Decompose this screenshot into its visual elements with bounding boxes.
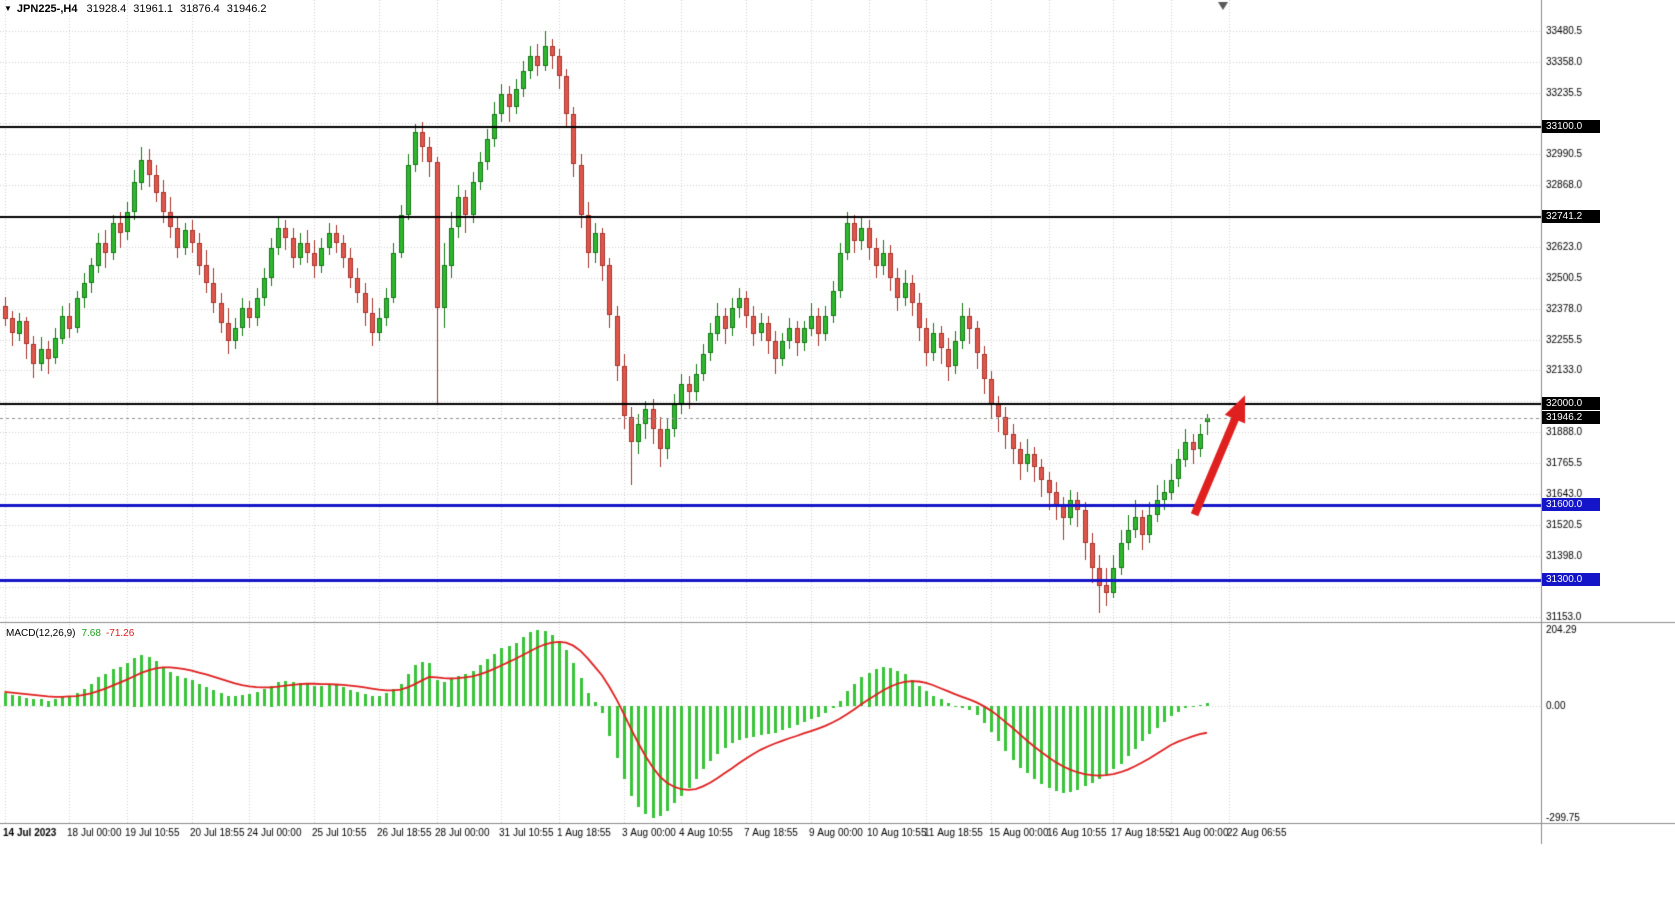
macd-pane[interactable]: [0, 624, 1541, 823]
quote-high: 31961.1: [133, 3, 173, 15]
macd-name: MACD(12,26,9): [6, 628, 76, 639]
chart-title-bar: ▼ JPN225-,H4 31928.4 31961.1 31876.4 31946.2: [4, 3, 274, 15]
macd-signal-value: -71.26: [105, 628, 135, 639]
quote-open: 31928.4: [86, 3, 127, 15]
price-line-badge[interactable]: 32000.0: [1542, 397, 1600, 410]
macd-indicator-label: MACD(12,26,9) 7.68 -71.26: [6, 628, 134, 639]
price-line-badge[interactable]: 31600.0: [1542, 498, 1600, 511]
symbol-dropdown-icon[interactable]: ▼: [4, 4, 12, 13]
quote-low: 31876.4: [180, 3, 220, 15]
macd-main-value: 7.68: [81, 628, 101, 639]
bid-price-badge: 31946.2: [1542, 411, 1600, 424]
time-axis[interactable]: [0, 824, 1675, 844]
quote-close: 31946.2: [226, 3, 267, 15]
price-pane[interactable]: [0, 0, 1541, 622]
price-line-badge[interactable]: 33100.0: [1542, 120, 1600, 133]
price-line-badge[interactable]: 32741.2: [1542, 210, 1600, 223]
symbol-title: JPN225-,H4: [16, 3, 78, 15]
price-line-badge[interactable]: 31300.0: [1542, 573, 1600, 586]
